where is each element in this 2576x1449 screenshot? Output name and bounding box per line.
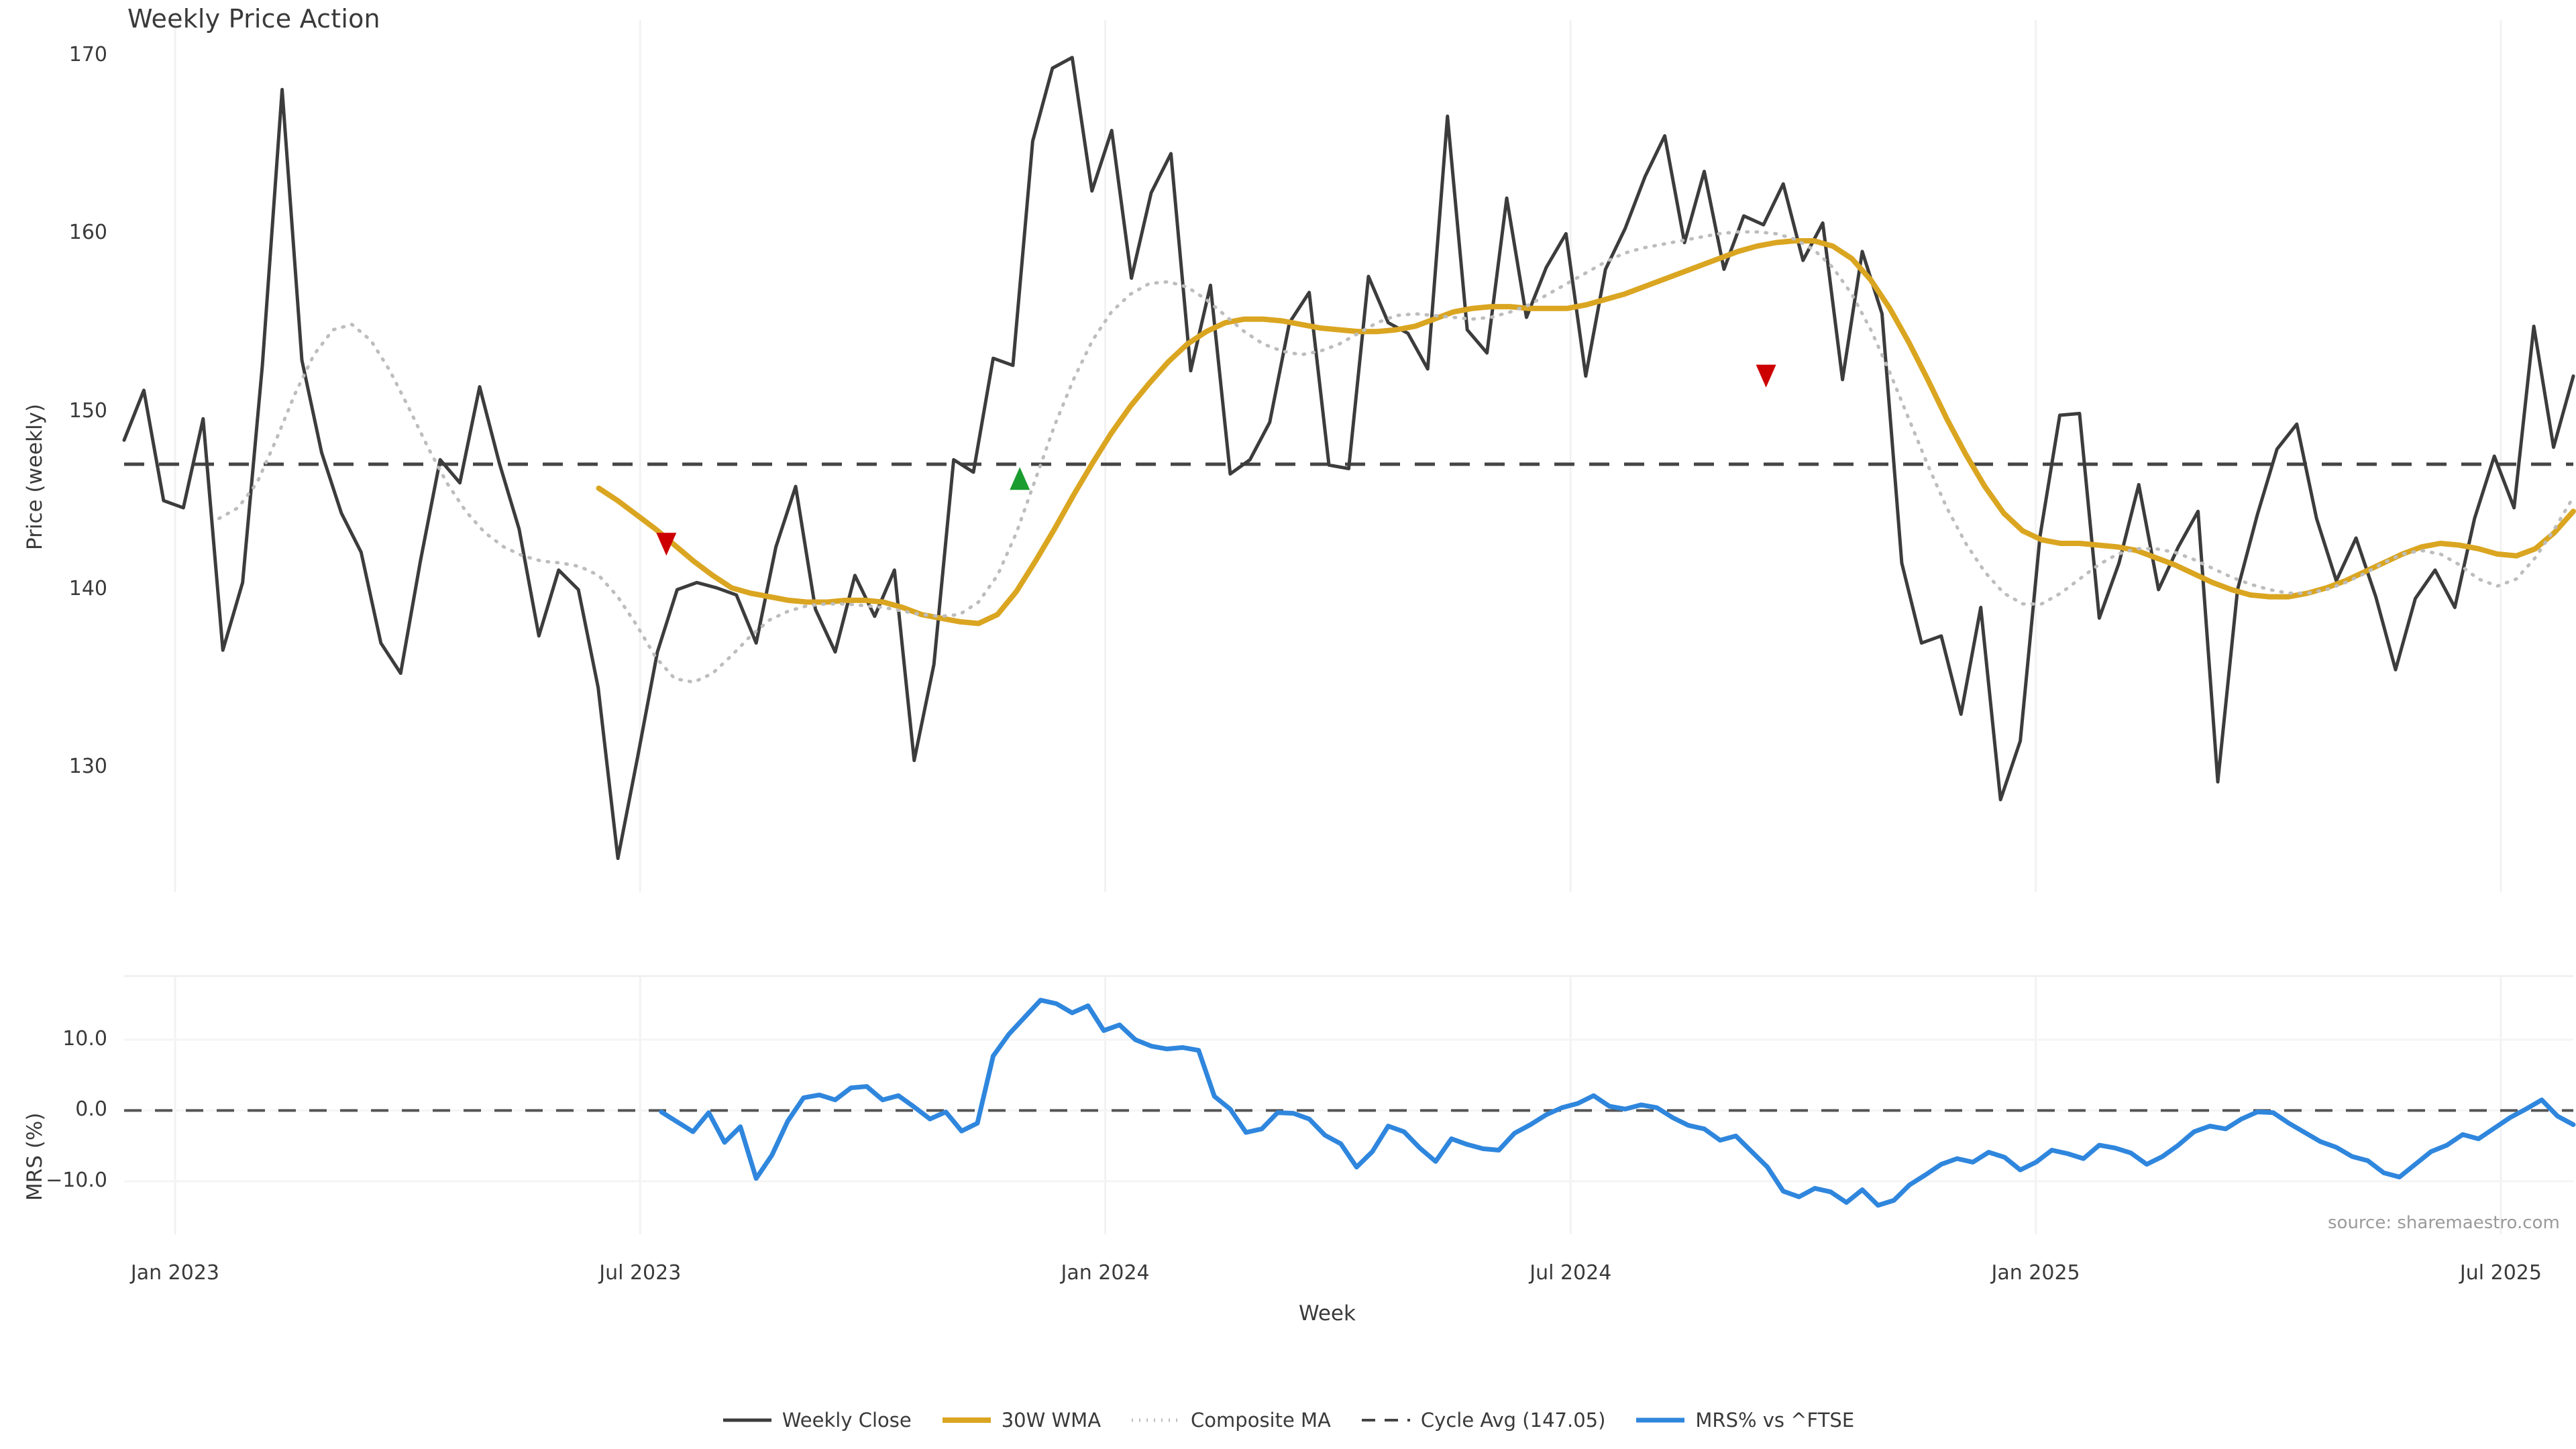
legend-item[interactable]: 30W WMA	[941, 1409, 1101, 1432]
mrs-panel-series	[659, 998, 2576, 1208]
price-panel-series	[122, 56, 2576, 861]
series-composite-ma	[217, 230, 2575, 684]
price-y-tick-label: 150	[68, 398, 107, 423]
sell-signal-marker	[1756, 364, 1776, 388]
x-tick-label: Jul 2025	[2459, 1261, 2542, 1285]
legend-item[interactable]: MRS% vs ^FTSE	[1635, 1409, 1854, 1432]
legend-label: Weekly Close	[782, 1409, 912, 1432]
legend-swatch-composite-ma	[1132, 1418, 1181, 1422]
mrs-y-tick-label: −10.0	[46, 1168, 107, 1192]
price-axis-label: Price (weekly)	[23, 403, 47, 550]
buy-signal-marker	[1010, 467, 1030, 490]
price-y-tick-label: 160	[68, 221, 107, 245]
chart-legend: Weekly Close 30W WMA Composite MA Cycle Avg…	[0, 1409, 2576, 1432]
legend-swatch-30w-wma	[942, 1417, 991, 1423]
legend-swatch-cycle-avg-147-05-	[1361, 1419, 1410, 1421]
legend-label: MRS% vs ^FTSE	[1695, 1409, 1855, 1432]
legend-swatch-weekly-close	[722, 1418, 771, 1422]
chart-title: Weekly Price Action	[127, 4, 380, 34]
series-weekly-close	[122, 56, 2575, 861]
x-tick-label: Jan 2024	[1061, 1261, 1150, 1285]
legend-swatch-mrs-vs-ftse	[1636, 1417, 1685, 1423]
legend-label: Cycle Avg (147.05)	[1420, 1409, 1606, 1432]
series-30w-wma	[596, 237, 2576, 627]
price-y-tick-label: 140	[68, 576, 107, 600]
price-y-tick-label: 130	[68, 755, 107, 779]
series-mrs-vs-ftse	[659, 998, 2576, 1208]
mrs-y-tick-label: 0.0	[75, 1097, 107, 1122]
mrs-y-tick-label: 10.0	[62, 1026, 107, 1051]
x-tick-label: Jul 2023	[599, 1261, 682, 1285]
mrs-panel-grid	[124, 975, 2573, 1234]
x-tick-label: Jan 2023	[130, 1261, 219, 1285]
legend-item[interactable]: Cycle Avg (147.05)	[1360, 1409, 1606, 1432]
sell-signal-marker	[656, 533, 677, 556]
legend-label: Composite MA	[1191, 1409, 1331, 1432]
x-axis-label: Week	[1299, 1301, 1356, 1326]
signal-markers	[656, 364, 1776, 556]
legend-item[interactable]: Weekly Close	[722, 1409, 912, 1432]
legend-label: 30W WMA	[1001, 1409, 1102, 1432]
x-tick-label: Jan 2025	[1991, 1261, 2080, 1285]
legend-item[interactable]: Composite MA	[1130, 1409, 1331, 1432]
source-watermark: source: sharemaestro.com	[2328, 1213, 2560, 1233]
price-y-tick-label: 170	[68, 43, 107, 67]
x-tick-label: Jul 2024	[1529, 1261, 1612, 1285]
